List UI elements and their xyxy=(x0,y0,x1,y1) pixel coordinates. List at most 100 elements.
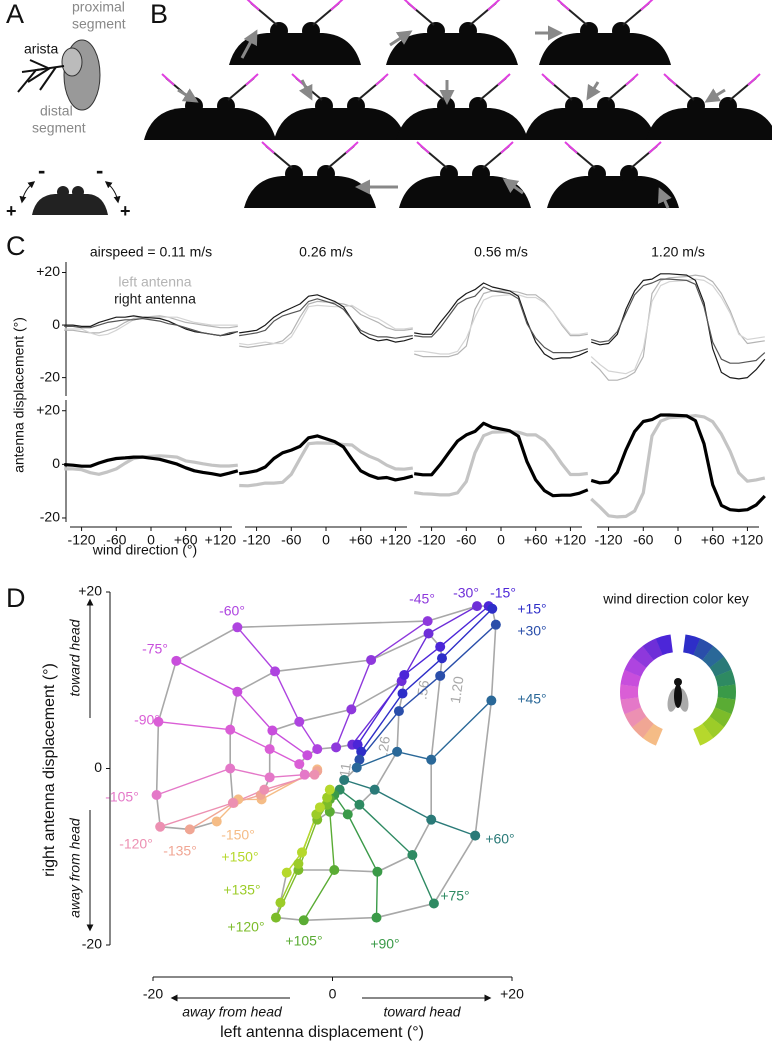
y-tick-label: 0 xyxy=(94,759,102,775)
head-image xyxy=(399,176,531,208)
panel-letter: D xyxy=(6,583,26,613)
point xyxy=(356,746,367,757)
x-tick-label: -120 xyxy=(595,532,623,548)
head-image xyxy=(396,108,528,140)
line xyxy=(591,278,766,364)
curve-label: .26 xyxy=(374,735,393,757)
point xyxy=(470,830,481,841)
head-image xyxy=(244,176,376,208)
line xyxy=(239,294,413,343)
direction-label: -135° xyxy=(163,843,197,859)
head-icon xyxy=(32,194,108,215)
point xyxy=(490,619,501,630)
panel-a: A proximal segment arista distal segment… xyxy=(6,0,131,221)
point xyxy=(329,864,340,875)
line xyxy=(413,421,589,498)
point xyxy=(393,706,404,717)
annotation: away from head xyxy=(182,1004,283,1020)
distal-label: distal xyxy=(40,103,73,119)
point xyxy=(407,849,418,860)
point xyxy=(322,792,333,803)
key-swatch xyxy=(620,669,642,687)
point xyxy=(312,744,323,755)
fly-icon xyxy=(674,678,682,686)
key-swatch xyxy=(683,634,701,656)
point xyxy=(369,784,380,795)
antenna-base xyxy=(440,165,458,183)
head-icon xyxy=(57,186,69,198)
head-icon xyxy=(72,186,84,198)
direction-label: -60° xyxy=(219,603,245,619)
antenna-base xyxy=(472,165,490,183)
line xyxy=(239,441,414,488)
rotation-arrow xyxy=(19,181,36,204)
line xyxy=(239,304,413,346)
head-image xyxy=(144,108,276,140)
antenna-base xyxy=(597,97,615,115)
key-swatch xyxy=(693,638,714,661)
x-tick-label: 0 xyxy=(329,986,337,1002)
wind-arrow xyxy=(586,81,601,101)
wind-arrow xyxy=(502,178,524,195)
point xyxy=(426,814,437,825)
point xyxy=(436,653,447,664)
antenna-base xyxy=(427,22,445,40)
antenna-tip xyxy=(648,141,662,154)
point xyxy=(275,897,286,908)
point xyxy=(342,809,353,820)
arista-label: arista xyxy=(24,41,58,57)
antenna-base xyxy=(612,22,630,40)
point xyxy=(171,655,182,666)
point xyxy=(331,742,342,753)
key-title: wind direction color key xyxy=(602,591,749,607)
direction-label: -90° xyxy=(134,712,160,728)
antenna-tip xyxy=(500,141,514,154)
point xyxy=(366,654,377,665)
x-tick-label: +20 xyxy=(500,986,524,1002)
antenna-base xyxy=(302,22,320,40)
antenna-tip xyxy=(413,73,427,86)
key-swatch xyxy=(714,669,736,687)
point xyxy=(471,601,482,612)
antenna-tip xyxy=(245,73,259,86)
point xyxy=(270,666,281,677)
point xyxy=(392,746,403,757)
line xyxy=(239,298,413,339)
head-image xyxy=(539,33,671,65)
point xyxy=(296,847,307,858)
x-tick-label: -60 xyxy=(456,532,476,548)
point xyxy=(399,669,410,680)
point xyxy=(298,915,309,926)
point xyxy=(299,769,310,780)
antenna-tip xyxy=(663,73,677,86)
wind-arrow xyxy=(389,30,413,47)
line xyxy=(590,274,765,381)
line xyxy=(64,317,238,337)
line xyxy=(414,282,589,360)
speed-loop xyxy=(155,605,497,922)
antenna-base xyxy=(719,97,737,115)
annotation: toward head xyxy=(67,618,83,696)
antenna-tip xyxy=(541,73,555,86)
x-tick-label: -20 xyxy=(143,986,163,1002)
chart-title: 1.20 m/s xyxy=(651,244,705,260)
direction-line xyxy=(333,794,379,918)
direction-label: +120° xyxy=(227,919,264,935)
y-axis-label: antenna displacement (°) xyxy=(11,317,27,473)
point xyxy=(435,641,446,652)
head-image xyxy=(524,108,656,140)
x-tick-label: -120 xyxy=(243,532,271,548)
antenna-base xyxy=(217,97,235,115)
direction-label: -45° xyxy=(409,591,435,607)
annotation: away from head xyxy=(67,817,83,918)
line xyxy=(414,290,588,358)
y-tick-label: 0 xyxy=(52,316,60,332)
direction-line xyxy=(343,779,476,837)
x-tick-label: +120 xyxy=(732,532,764,548)
key-swatch xyxy=(631,716,654,739)
panel-letter: B xyxy=(150,0,168,29)
point xyxy=(225,724,236,735)
x-tick-label: 0 xyxy=(497,532,505,548)
direction-label: +150° xyxy=(221,849,258,865)
